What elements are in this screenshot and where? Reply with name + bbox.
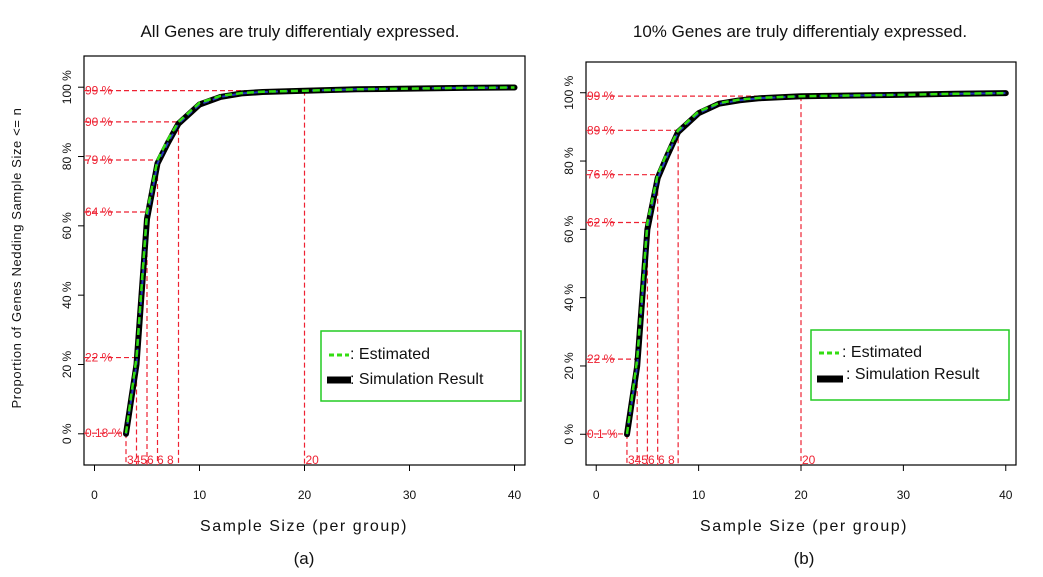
- panel-b-y-tick-label: 0 %: [562, 424, 576, 445]
- panel-a-y-tick-label: 40 %: [60, 281, 74, 309]
- panel-b-x-tick-label: 10: [692, 488, 706, 502]
- panel-b-y-tick-label: 80 %: [562, 147, 576, 175]
- panel-a-legend-box: [320, 330, 522, 402]
- panel-a-x-tick-label: 10: [193, 488, 207, 502]
- panel-a-ref-x-label-20: 20: [306, 453, 320, 467]
- panel-a-series-estimated-line: [124, 86, 515, 434]
- panel-a-ref-y-label: 64 %: [85, 205, 113, 219]
- panel-a-ref-y-label: 0.18 %: [85, 426, 123, 440]
- panel-a-ref-y-label: 99 %: [85, 84, 113, 98]
- panel-b-ref-y-label: 99 %: [587, 89, 615, 103]
- panel-b-ref-y-label: 22 %: [587, 352, 615, 366]
- panel-a-ref-y-label: 22 %: [85, 351, 113, 365]
- panel-b-ref-y-label: 0.1 %: [587, 427, 618, 441]
- panel-b-ref-x-label-20: 20: [802, 453, 816, 467]
- panel-b-x-axis-label: Sample Size (per group): [700, 518, 908, 535]
- panel-b-legend-simulation-label: : Simulation Result: [846, 366, 980, 383]
- panel-b-y-tick-label: 100 %: [562, 75, 576, 109]
- panel-a-y-tick-label: 20 %: [60, 350, 74, 378]
- panel-b-y-tick-label: 20 %: [562, 352, 576, 380]
- panel-b-legend-estimated-label: : Estimated: [842, 344, 922, 361]
- panel-b-ref-y-label: 76 %: [587, 168, 615, 182]
- panel-a-y-tick-label: 0 %: [60, 423, 74, 444]
- panel-a-x-tick-label: 40: [508, 488, 522, 502]
- panel-a-legend-simulation-label: : Simulation Result: [350, 371, 484, 388]
- panel-a-caption: (a): [294, 549, 315, 568]
- panel-b-x-tick-label: 20: [794, 488, 808, 502]
- panel-a-legend-estimated-label: : Estimated: [350, 346, 430, 363]
- panel-a-y-tick-label: 80 %: [60, 143, 74, 171]
- panel-a: All Genes are truly differentialy expres…: [60, 22, 526, 568]
- panel-a-ref-y-label: 90 %: [85, 115, 113, 129]
- shared-y-axis-label: Proportion of Genes Nedding Sample Size …: [9, 107, 24, 408]
- panel-b-ref-y-label: 89 %: [587, 123, 615, 137]
- panel-a-x-tick-label: 20: [298, 488, 312, 502]
- panel-b-y-tick-label: 60 %: [562, 215, 576, 243]
- panel-b-legend-box: [810, 329, 1010, 401]
- panel-b-x-tick-label: 40: [999, 488, 1013, 502]
- panel-b-ref-y-label: 62 %: [587, 216, 615, 230]
- panel-a-y-tick-label: 60 %: [60, 212, 74, 240]
- panel-b-caption: (b): [794, 549, 815, 568]
- panel-a-ref-y-label: 79 %: [85, 153, 113, 167]
- panel-a-ref-x-label-cluster: 3456 6 8: [127, 453, 174, 467]
- panel-b-ref-x-label-cluster: 3456 6 8: [628, 453, 675, 467]
- panel-a-x-tick-label: 30: [403, 488, 417, 502]
- panel-a-y-tick-label: 100 %: [60, 70, 74, 104]
- panel-b: 10% Genes are truly differentialy expres…: [562, 22, 1017, 568]
- panel-b-y-tick-label: 40 %: [562, 284, 576, 312]
- panel-b-x-tick-label: 0: [593, 488, 600, 502]
- panel-a-title: All Genes are truly differentialy expres…: [140, 22, 459, 41]
- panel-a-x-axis-label: Sample Size (per group): [200, 518, 408, 535]
- panel-b-title: 10% Genes are truly differentialy expres…: [633, 22, 967, 41]
- panel-a-x-tick-label: 0: [91, 488, 98, 502]
- panel-b-legend: : Estimated : Simulation Result: [810, 329, 1010, 401]
- panel-b-x-tick-label: 30: [897, 488, 911, 502]
- panel-a-legend: : Estimated : Simulation Result: [320, 330, 522, 402]
